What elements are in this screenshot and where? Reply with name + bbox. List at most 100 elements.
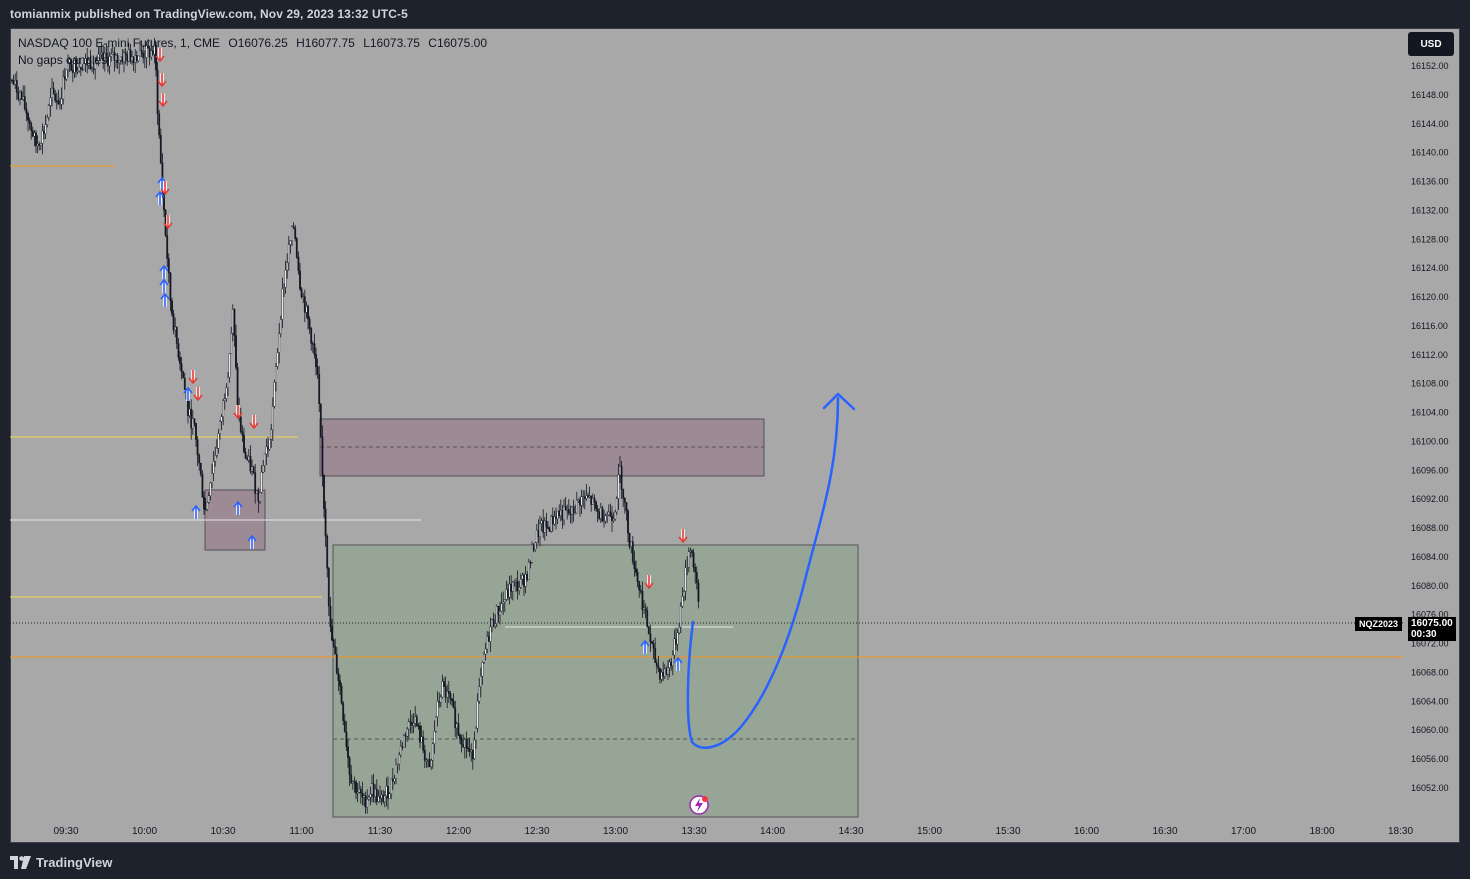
candle-body bbox=[179, 357, 181, 364]
candle-body bbox=[631, 541, 634, 562]
candle-body bbox=[627, 510, 629, 534]
candle-body bbox=[531, 544, 533, 563]
candle-body bbox=[551, 516, 554, 525]
candle-body bbox=[604, 515, 607, 522]
candle-body bbox=[182, 371, 185, 379]
candle-body bbox=[27, 113, 29, 121]
candle-body bbox=[654, 648, 657, 663]
candle-body bbox=[558, 510, 561, 516]
candle-body bbox=[401, 746, 404, 748]
candle-body bbox=[590, 495, 593, 505]
candle-body bbox=[174, 326, 177, 331]
candle-body bbox=[620, 466, 623, 490]
price-axis[interactable]: 16152.00 16148.00 16144.00 16140.00 16136.00… bbox=[1411, 61, 1449, 793]
candle-body bbox=[287, 244, 290, 263]
candle-body bbox=[479, 676, 482, 687]
candle-body bbox=[649, 633, 652, 643]
candle-body bbox=[566, 509, 569, 511]
price-tick-label: 16084.00 bbox=[1411, 552, 1449, 562]
candle-body bbox=[679, 606, 682, 628]
price-tick-label: 16096.00 bbox=[1411, 465, 1449, 475]
candle-body bbox=[339, 680, 341, 687]
legend-open: O16076.25 bbox=[228, 36, 288, 50]
alert-lightning-icon[interactable] bbox=[689, 795, 709, 815]
candle-body bbox=[129, 49, 132, 62]
candle-body bbox=[585, 495, 588, 499]
candle-body bbox=[433, 731, 436, 744]
candle-body bbox=[35, 132, 37, 147]
candle-body bbox=[635, 568, 637, 573]
time-tick-label: 13:00 bbox=[603, 826, 628, 837]
candle-body bbox=[132, 56, 135, 63]
candle-body bbox=[148, 47, 151, 58]
candle-body bbox=[515, 580, 517, 583]
candle-body bbox=[423, 750, 426, 761]
candle-body bbox=[529, 561, 532, 564]
candle-body bbox=[415, 716, 418, 726]
candle-body bbox=[532, 544, 535, 551]
projection-path[interactable] bbox=[686, 396, 840, 750]
candle-body bbox=[307, 305, 309, 320]
up-arrow-icon bbox=[191, 504, 201, 519]
candle-body bbox=[516, 580, 519, 591]
candle-body bbox=[292, 226, 295, 228]
candle-body bbox=[156, 69, 159, 114]
candle-body bbox=[470, 749, 473, 753]
candle-body bbox=[630, 541, 633, 547]
candle-body bbox=[263, 453, 266, 466]
legend-high: H16077.75 bbox=[296, 36, 355, 50]
candle-body bbox=[660, 672, 663, 680]
candle-body bbox=[497, 606, 500, 616]
demand-zone[interactable] bbox=[332, 544, 859, 818]
candle-body bbox=[575, 500, 578, 514]
candle-body bbox=[475, 728, 477, 741]
candle-body bbox=[628, 532, 631, 547]
candle-body bbox=[567, 509, 570, 514]
candle-body bbox=[582, 496, 585, 498]
candle-body bbox=[367, 796, 370, 800]
signal-arrows bbox=[155, 48, 688, 671]
candle-body bbox=[215, 448, 218, 456]
price-tick-label: 16124.00 bbox=[1411, 263, 1449, 273]
candle-body bbox=[153, 44, 156, 55]
candle-body bbox=[214, 455, 217, 462]
time-tick-label: 18:30 bbox=[1388, 826, 1413, 837]
candle-body bbox=[638, 581, 641, 591]
candle-body bbox=[340, 685, 343, 704]
candle-body bbox=[606, 514, 609, 517]
footer-brand: TradingView bbox=[36, 855, 113, 870]
candle-body bbox=[142, 52, 145, 58]
candle-body bbox=[36, 143, 39, 147]
candle-body bbox=[657, 665, 660, 669]
up-arrow-icon bbox=[183, 386, 193, 401]
time-tick-label: 17:00 bbox=[1231, 826, 1256, 837]
candle-body bbox=[617, 474, 620, 499]
candle-body bbox=[262, 465, 265, 473]
candle-body bbox=[70, 59, 73, 71]
candle-body bbox=[523, 575, 525, 587]
price-tick-label: 16128.00 bbox=[1411, 234, 1449, 244]
candle-body bbox=[579, 499, 581, 506]
candle-body bbox=[260, 471, 263, 493]
time-axis[interactable]: 09:30 10:00 10:30 11:00 11:30 12:00 12:30 13:00… bbox=[53, 826, 1470, 837]
candle-body bbox=[44, 124, 47, 134]
time-tick-label: 14:00 bbox=[760, 826, 785, 837]
candle-body bbox=[374, 788, 377, 797]
candle-body bbox=[681, 596, 684, 607]
currency-button[interactable]: USD bbox=[1408, 32, 1454, 56]
tradingview-logo[interactable]: TradingView bbox=[10, 855, 112, 870]
candle-body bbox=[206, 502, 209, 510]
candle-body bbox=[54, 93, 57, 101]
candle-body bbox=[499, 610, 501, 616]
candle-body bbox=[278, 333, 281, 353]
candle-body bbox=[595, 501, 597, 509]
candle-body bbox=[89, 59, 92, 69]
candle-body bbox=[414, 716, 417, 724]
candle-body bbox=[329, 605, 332, 627]
candle-body bbox=[348, 757, 351, 775]
candle-body bbox=[505, 589, 508, 600]
candle-body bbox=[255, 490, 258, 494]
candle-body bbox=[550, 516, 553, 532]
candle-body bbox=[667, 667, 669, 675]
